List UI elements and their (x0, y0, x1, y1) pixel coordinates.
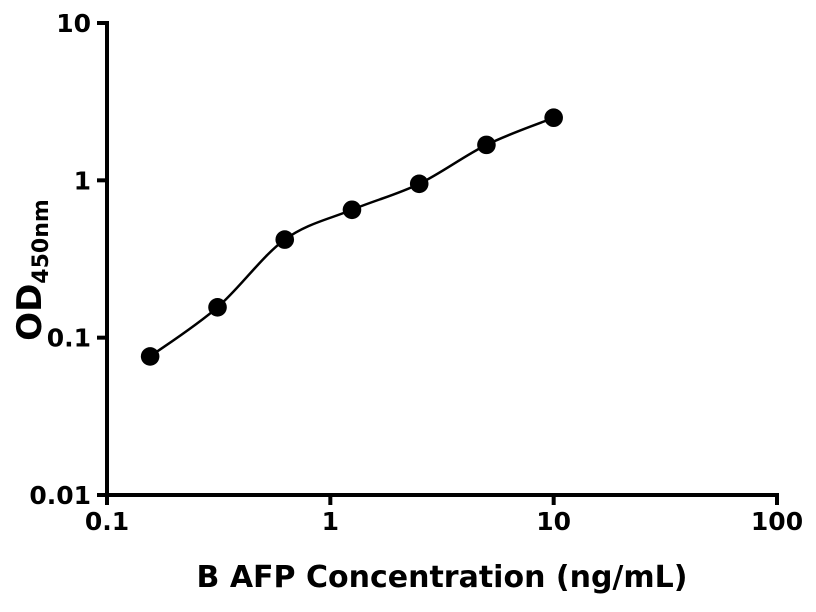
y-axis-title-main: OD (10, 283, 50, 341)
y-axis-title-subscript: 450nm (29, 199, 54, 284)
y-tick-label: 0.01 (29, 481, 91, 510)
data-point (544, 108, 563, 128)
x-tick-label: 1 (322, 507, 339, 536)
data-point (140, 347, 160, 366)
fit-curve (149, 116, 555, 358)
x-axis-title: B AFP Concentration (ng/mL) (196, 560, 688, 595)
x-tick-label: 10 (536, 507, 571, 536)
y-axis-title: OD450nm (10, 199, 54, 341)
x-tick-label: 0.1 (85, 507, 129, 536)
data-point (208, 297, 227, 317)
data-point (409, 174, 429, 194)
axis-spines (105, 21, 779, 497)
data-point (342, 200, 362, 220)
y-tick-label: 10 (56, 9, 91, 38)
y-tick-label: 1 (74, 166, 91, 195)
data-point (477, 135, 496, 155)
data-point (275, 230, 295, 249)
y-tick-label: 0.1 (47, 324, 91, 353)
x-tick-label: 100 (751, 507, 803, 536)
